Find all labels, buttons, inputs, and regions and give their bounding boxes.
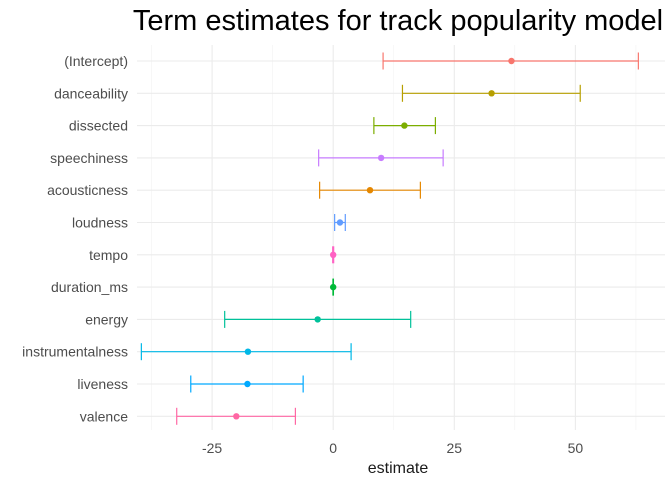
error-bars (140, 52, 639, 425)
y-tick-label: tempo (89, 247, 128, 263)
y-axis-tick-labels: (Intercept) danceability dissected speechin… (22, 53, 128, 424)
estimate-point-dissected (401, 122, 408, 129)
y-tick-label: speechiness (50, 150, 128, 166)
y-tick-label: (Intercept) (64, 53, 128, 69)
x-axis-title: estimate (368, 460, 429, 477)
estimate-point-energy (314, 316, 321, 323)
x-axis-tick-labels: -25 0 25 50 (202, 440, 583, 456)
estimate-point-speechiness (377, 154, 385, 162)
estimate-point-loudness (336, 219, 344, 226)
y-tick-label: energy (85, 311, 128, 327)
y-tick-label: instrumentalness (22, 344, 128, 360)
chart-title: Term estimates for track popularity mode… (133, 5, 663, 37)
y-tick-label: danceability (54, 85, 128, 101)
y-tick-label: acousticness (47, 182, 128, 198)
x-tick-label: 25 (446, 440, 462, 456)
y-tick-label: duration_ms (51, 279, 128, 295)
estimate-point-liveness (244, 380, 251, 388)
x-tick-label: 0 (329, 440, 337, 456)
x-tick-label: 50 (568, 440, 584, 456)
estimate-point-acousticness (366, 187, 374, 194)
estimate-point-danceability (488, 90, 495, 97)
estimate-point-instrumentalness (244, 348, 252, 355)
y-tick-label: loudness (72, 215, 128, 231)
x-tick-label: -25 (202, 440, 222, 456)
estimate-point-tempo (329, 251, 337, 258)
y-tick-label: valence (80, 408, 128, 424)
estimate-point-duration_ms (329, 283, 337, 291)
estimate-point-(Intercept) (508, 57, 515, 65)
grid-lines (137, 45, 665, 430)
y-tick-label: liveness (77, 376, 128, 392)
estimate-point-valence (233, 413, 240, 420)
y-tick-label: dissected (69, 118, 128, 134)
